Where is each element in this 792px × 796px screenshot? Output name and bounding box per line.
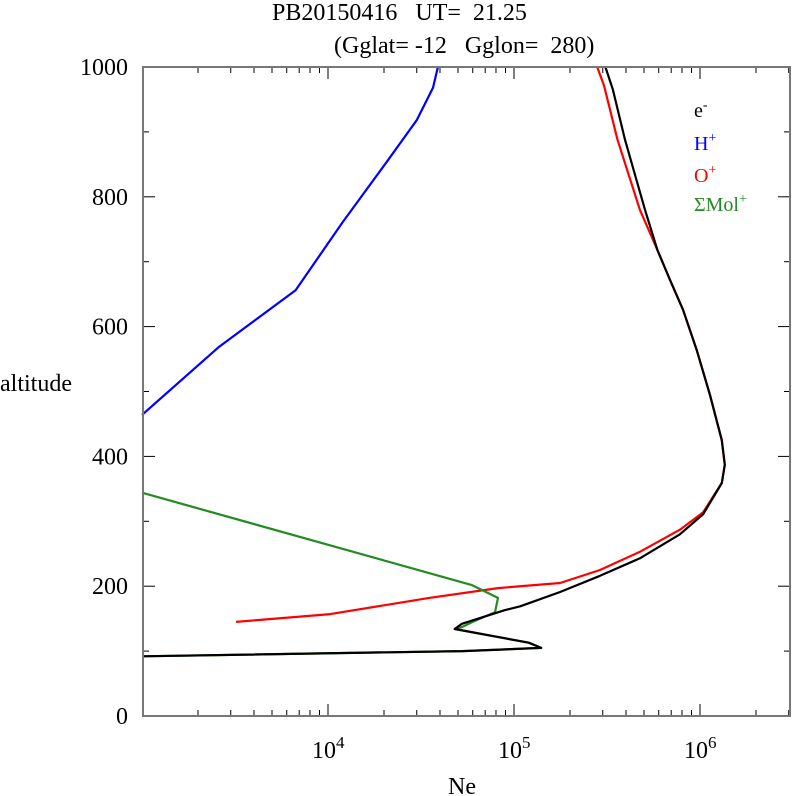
- legend-label: ΣMol: [694, 194, 739, 216]
- y-axis-label: altitude: [0, 371, 72, 397]
- x-tick-label-base: 10: [684, 738, 708, 764]
- series-line-mol: [141, 491, 543, 658]
- legend-entry: O+: [694, 163, 716, 187]
- x-tick-label-exp: 4: [336, 733, 345, 752]
- legend-label-sup: +: [708, 131, 716, 146]
- axis-ticks: [143, 66, 790, 717]
- x-tick-label: 105: [498, 733, 531, 764]
- series-layer: [141, 66, 726, 658]
- series-line-h: [141, 66, 439, 416]
- x-axis-label: Ne: [448, 774, 476, 796]
- x-tick-label-exp: 5: [522, 733, 531, 752]
- x-tick-label: 106: [684, 733, 717, 764]
- x-tick-label-exp: 6: [708, 733, 717, 752]
- legend-label-sup: -: [703, 98, 708, 113]
- chart-title: PB20150416 UT= 21.25: [272, 0, 527, 26]
- series-line-e: [141, 66, 726, 658]
- legend-label: H: [694, 133, 708, 155]
- legend-label-sup: +: [708, 163, 716, 178]
- y-tick-labels: 0 200 400 600 800 1000: [80, 55, 128, 730]
- y-tick-label: 0: [116, 704, 128, 730]
- legend-label: O: [694, 165, 708, 187]
- legend-label-sup: +: [739, 192, 747, 207]
- legend-entry: H+: [694, 131, 716, 155]
- legend: e-H+O+ΣMol+: [694, 98, 747, 216]
- x-tick-label-base: 10: [312, 738, 336, 764]
- y-tick-label: 800: [92, 185, 128, 211]
- y-tick-label: 200: [92, 574, 128, 600]
- x-tick-labels: 104 105 106: [312, 733, 717, 764]
- legend-label: e: [694, 100, 703, 122]
- y-tick-label: 400: [92, 444, 128, 470]
- x-tick-label-base: 10: [498, 738, 522, 764]
- y-tick-label: 600: [92, 315, 128, 341]
- legend-entry: e-: [694, 98, 708, 122]
- x-tick-label: 104: [312, 733, 345, 764]
- y-tick-label: 1000: [80, 55, 128, 81]
- chart-subtitle: (Gglat= -12 Gglon= 280): [334, 33, 594, 59]
- legend-entry: ΣMol+: [694, 192, 747, 216]
- plot-frame: [142, 66, 791, 717]
